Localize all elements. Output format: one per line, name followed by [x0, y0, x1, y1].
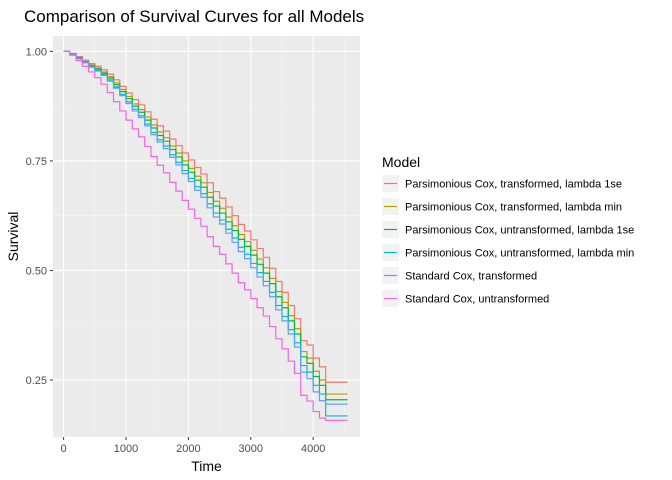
series-lines — [63, 50, 348, 421]
series-line-5 — [63, 50, 348, 405]
legend: Model Parsimonious Cox, transformed, lam… — [382, 154, 634, 307]
x-tick-label: 4000 — [301, 443, 325, 455]
chart-title: Comparison of Survival Curves for all Mo… — [24, 7, 364, 26]
y-axis-title: Survival — [5, 212, 21, 262]
x-axis: 0 1000 2000 3000 4000 — [61, 437, 325, 455]
x-tick-label: 0 — [61, 443, 67, 455]
y-axis: 0.25 0.50 0.75 1.00 — [26, 46, 53, 387]
legend-label: Parsimonious Cox, untransformed, lambda … — [405, 248, 634, 260]
legend-label: Parsimonious Cox, untransformed, lambda … — [405, 225, 634, 237]
y-tick-label: 0.75 — [26, 156, 47, 168]
series-line-6 — [63, 50, 348, 421]
series-line-1 — [63, 50, 348, 383]
y-tick-label: 0.25 — [26, 375, 47, 387]
y-tick-label: 0.50 — [26, 265, 47, 277]
series-line-2 — [63, 50, 348, 395]
x-tick-label: 2000 — [176, 443, 200, 455]
minor-gridlines — [53, 36, 360, 437]
series-line-3 — [63, 50, 348, 401]
x-axis-title: Time — [191, 458, 222, 474]
legend-label: Standard Cox, transformed — [405, 271, 537, 283]
plot-panel — [53, 36, 360, 437]
x-tick-label: 3000 — [239, 443, 263, 455]
legend-label: Parsimonious Cox, transformed, lambda 1s… — [405, 179, 622, 191]
major-gridlines — [53, 36, 360, 437]
legend-label: Parsimonious Cox, transformed, lambda mi… — [405, 202, 622, 214]
legend-label: Standard Cox, untransformed — [405, 294, 549, 306]
legend-title: Model — [382, 154, 420, 170]
y-tick-label: 1.00 — [26, 46, 47, 58]
x-tick-label: 1000 — [114, 443, 138, 455]
